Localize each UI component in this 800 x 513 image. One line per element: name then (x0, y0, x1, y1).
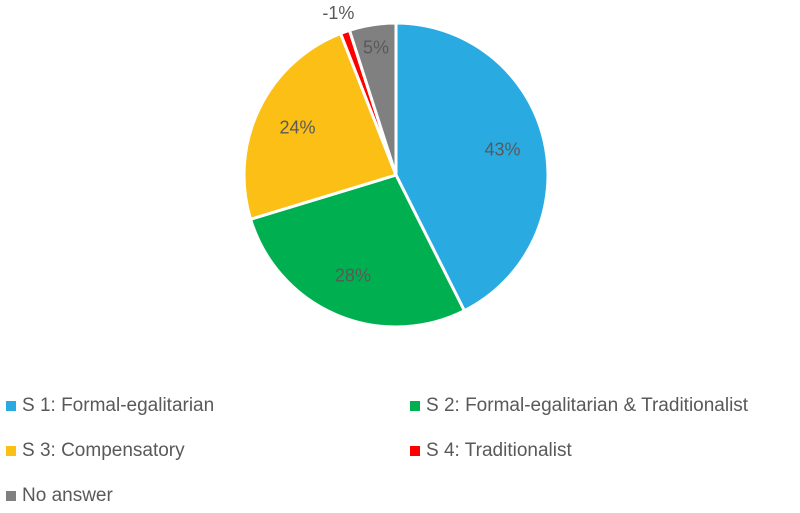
data-label-s2: 28% (335, 266, 371, 286)
legend-swatch-s3 (6, 446, 16, 456)
legend-item-s4: S 4: Traditionalist (410, 440, 572, 462)
pie-slice-no-answer (347, 21, 398, 177)
legend-item-s1: S 1: Formal-egalitarian (6, 395, 214, 417)
data-label-s3: 24% (279, 117, 315, 137)
legend-swatch-s2 (410, 401, 420, 411)
legend-swatch-s4 (410, 446, 420, 456)
pie-slice-s2 (249, 173, 466, 329)
pie-chart: 43% 28% 24% -1% 5% (242, 3, 550, 329)
legend: S 1: Formal-egalitarian S 2: Formal-egal… (6, 395, 800, 513)
legend-item-s3: S 3: Compensatory (6, 440, 185, 462)
legend-item-s2: S 2: Formal-egalitarian & Traditionalist (410, 395, 748, 417)
pie-labels: 43% 28% 24% -1% 5% (279, 3, 520, 285)
legend-swatch-no-answer (6, 491, 16, 501)
legend-label-s4: S 4: Traditionalist (426, 440, 572, 461)
pie-slice-s1 (394, 21, 550, 313)
data-label-s4: -1% (322, 3, 354, 23)
legend-label-s1: S 1: Formal-egalitarian (22, 395, 215, 416)
legend-label-s2: S 2: Formal-egalitarian & Traditionalist (426, 395, 749, 416)
data-label-s1: 43% (484, 140, 520, 160)
data-label-no-answer: 5% (363, 37, 389, 57)
legend-item-no-answer: No answer (6, 485, 113, 507)
legend-label-s3: S 3: Compensatory (22, 440, 185, 461)
pie-slices (242, 21, 550, 329)
legend-label-no-answer: No answer (22, 485, 113, 506)
legend-swatch-s1 (6, 401, 16, 411)
